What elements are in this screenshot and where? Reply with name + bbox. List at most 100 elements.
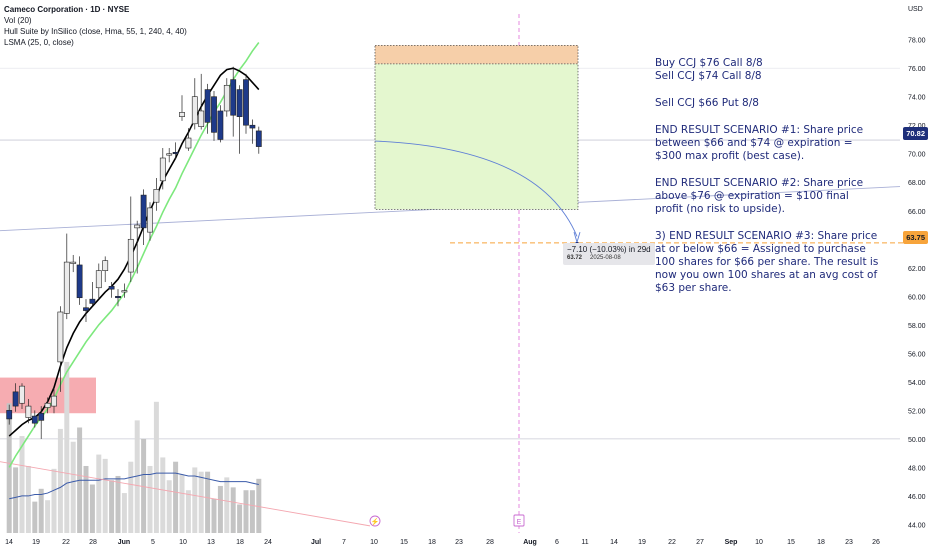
earnings-icon-glyph: E [517,519,522,526]
x-tick-label: 10 [370,539,378,546]
candle-body [140,194,147,229]
y-tick-label: 50.00 [908,437,926,444]
volume-bar [185,490,191,533]
volume-bar [64,361,70,533]
volume-bar [243,490,249,533]
candle-body [127,238,134,273]
y-tick-label: 52.00 [908,408,926,415]
x-tick-label: 18 [817,539,825,546]
candle-body [185,137,192,149]
candle-body [89,298,96,304]
candle-body [243,79,249,126]
note-scenario-2: END RESULT SCENARIO #2: Share price abov… [655,177,864,215]
volume-bar [198,471,204,533]
volume-bar [70,441,76,533]
candle-body [6,410,13,420]
candle-body [57,311,64,363]
candle-body [166,153,173,156]
x-tick-label: 18 [428,539,436,546]
currency-unit[interactable]: USD [908,6,923,13]
lsma-line [8,42,260,468]
candle-body [179,112,185,117]
note-scenario-1: END RESULT SCENARIO #1: Share price betw… [655,124,864,162]
candle-body [172,152,179,155]
volume-bar [237,504,243,533]
x-tick-label: 11 [581,539,588,546]
note-sell-put: Sell CCJ $66 Put 8/8 [655,97,759,109]
y-tick-label: 56.00 [908,351,926,358]
x-tick-label: 5 [151,539,155,546]
volume-bar [141,438,147,533]
indicator-legend: Cameco Corporation · 1D · NYSE Vol (20) … [4,4,187,48]
candle-body [223,84,230,112]
legend-hull-suite[interactable]: Hull Suite by InSilico (close, Hma, 55, … [4,27,187,36]
x-tick-label: 28 [89,539,97,546]
volume-bar [121,493,127,533]
candle-body [44,402,51,408]
volume-bar [224,477,230,533]
note-sell-call: Sell CCJ $74 Call 8/8 [655,70,762,82]
projection-curve [374,140,578,237]
projection-date: 2025-08-08 [590,255,621,261]
y-tick-label: 58.00 [908,323,926,330]
candle-body [147,207,153,233]
volume-bar [13,467,19,533]
volume-bar [166,480,172,533]
chart-axes: 78.0076.0074.0072.0070.0068.0066.0064.00… [5,38,926,546]
y-tick-label: 70.00 [908,152,926,159]
volume-bar [134,420,140,533]
x-tick-label: 22 [62,539,70,546]
x-tick-label: Jun [118,539,130,546]
x-tick-label: 14 [5,539,13,546]
x-tick-label: 15 [787,539,795,546]
volume-bar [38,488,44,533]
volume-bar [153,401,159,533]
y-tick-label: 74.00 [908,95,926,102]
target-price-label: 63.75 [903,231,928,244]
x-tick-label: 27 [696,539,704,546]
x-tick-label: 6 [555,539,559,546]
y-tick-label: 68.00 [908,180,926,187]
x-tick-label: Jul [311,539,321,546]
x-tick-label: 15 [400,539,408,546]
volume-ma-line [9,472,259,500]
legend-volume[interactable]: Vol (20) [4,16,32,25]
candle-body [230,79,237,116]
volume-bar [211,498,217,533]
candle-body [121,290,128,293]
volume-bar [147,465,153,533]
candle-body [198,110,205,127]
volume-bar [128,461,134,533]
trade-notes[interactable]: Buy CCJ $76 Call 8/8 Sell CCJ $74 Call 8… [655,57,880,309]
x-tick-label: 26 [872,539,880,546]
volume-bar [57,428,63,533]
x-tick-label: 18 [236,539,244,546]
zone-top-band [374,44,579,65]
candle-body [211,96,217,133]
x-tick-label: 23 [845,539,853,546]
volume-bar [19,436,25,533]
lightning-icon-glyph: ⚡ [371,517,380,526]
symbol-title[interactable]: Cameco Corporation · 1D · NYSE [4,5,130,14]
candle-body [63,261,70,314]
volume-bar [89,484,95,533]
x-tick-label: 28 [486,539,494,546]
y-tick-label: 48.00 [908,465,926,472]
legend-lsma[interactable]: LSMA (25, 0, close) [4,38,74,47]
x-tick-label: 10 [755,539,763,546]
volume-bar [217,485,223,533]
x-tick-label: 23 [455,539,463,546]
candle-body [204,89,211,123]
volume-bar [6,403,12,533]
earnings-icon [513,514,525,527]
volume-bar [96,454,102,533]
volume-bar [173,461,179,533]
y-tick-label: 44.00 [908,522,926,529]
y-tick-label: 78.00 [908,38,926,45]
note-scenario-3: 3) END RESULT SCENARIO #3: Share price a… [655,230,879,294]
y-tick-label: 54.00 [908,380,926,387]
volume-bar [109,480,115,533]
x-tick-label: 14 [610,539,618,546]
volume-bar [205,471,211,533]
